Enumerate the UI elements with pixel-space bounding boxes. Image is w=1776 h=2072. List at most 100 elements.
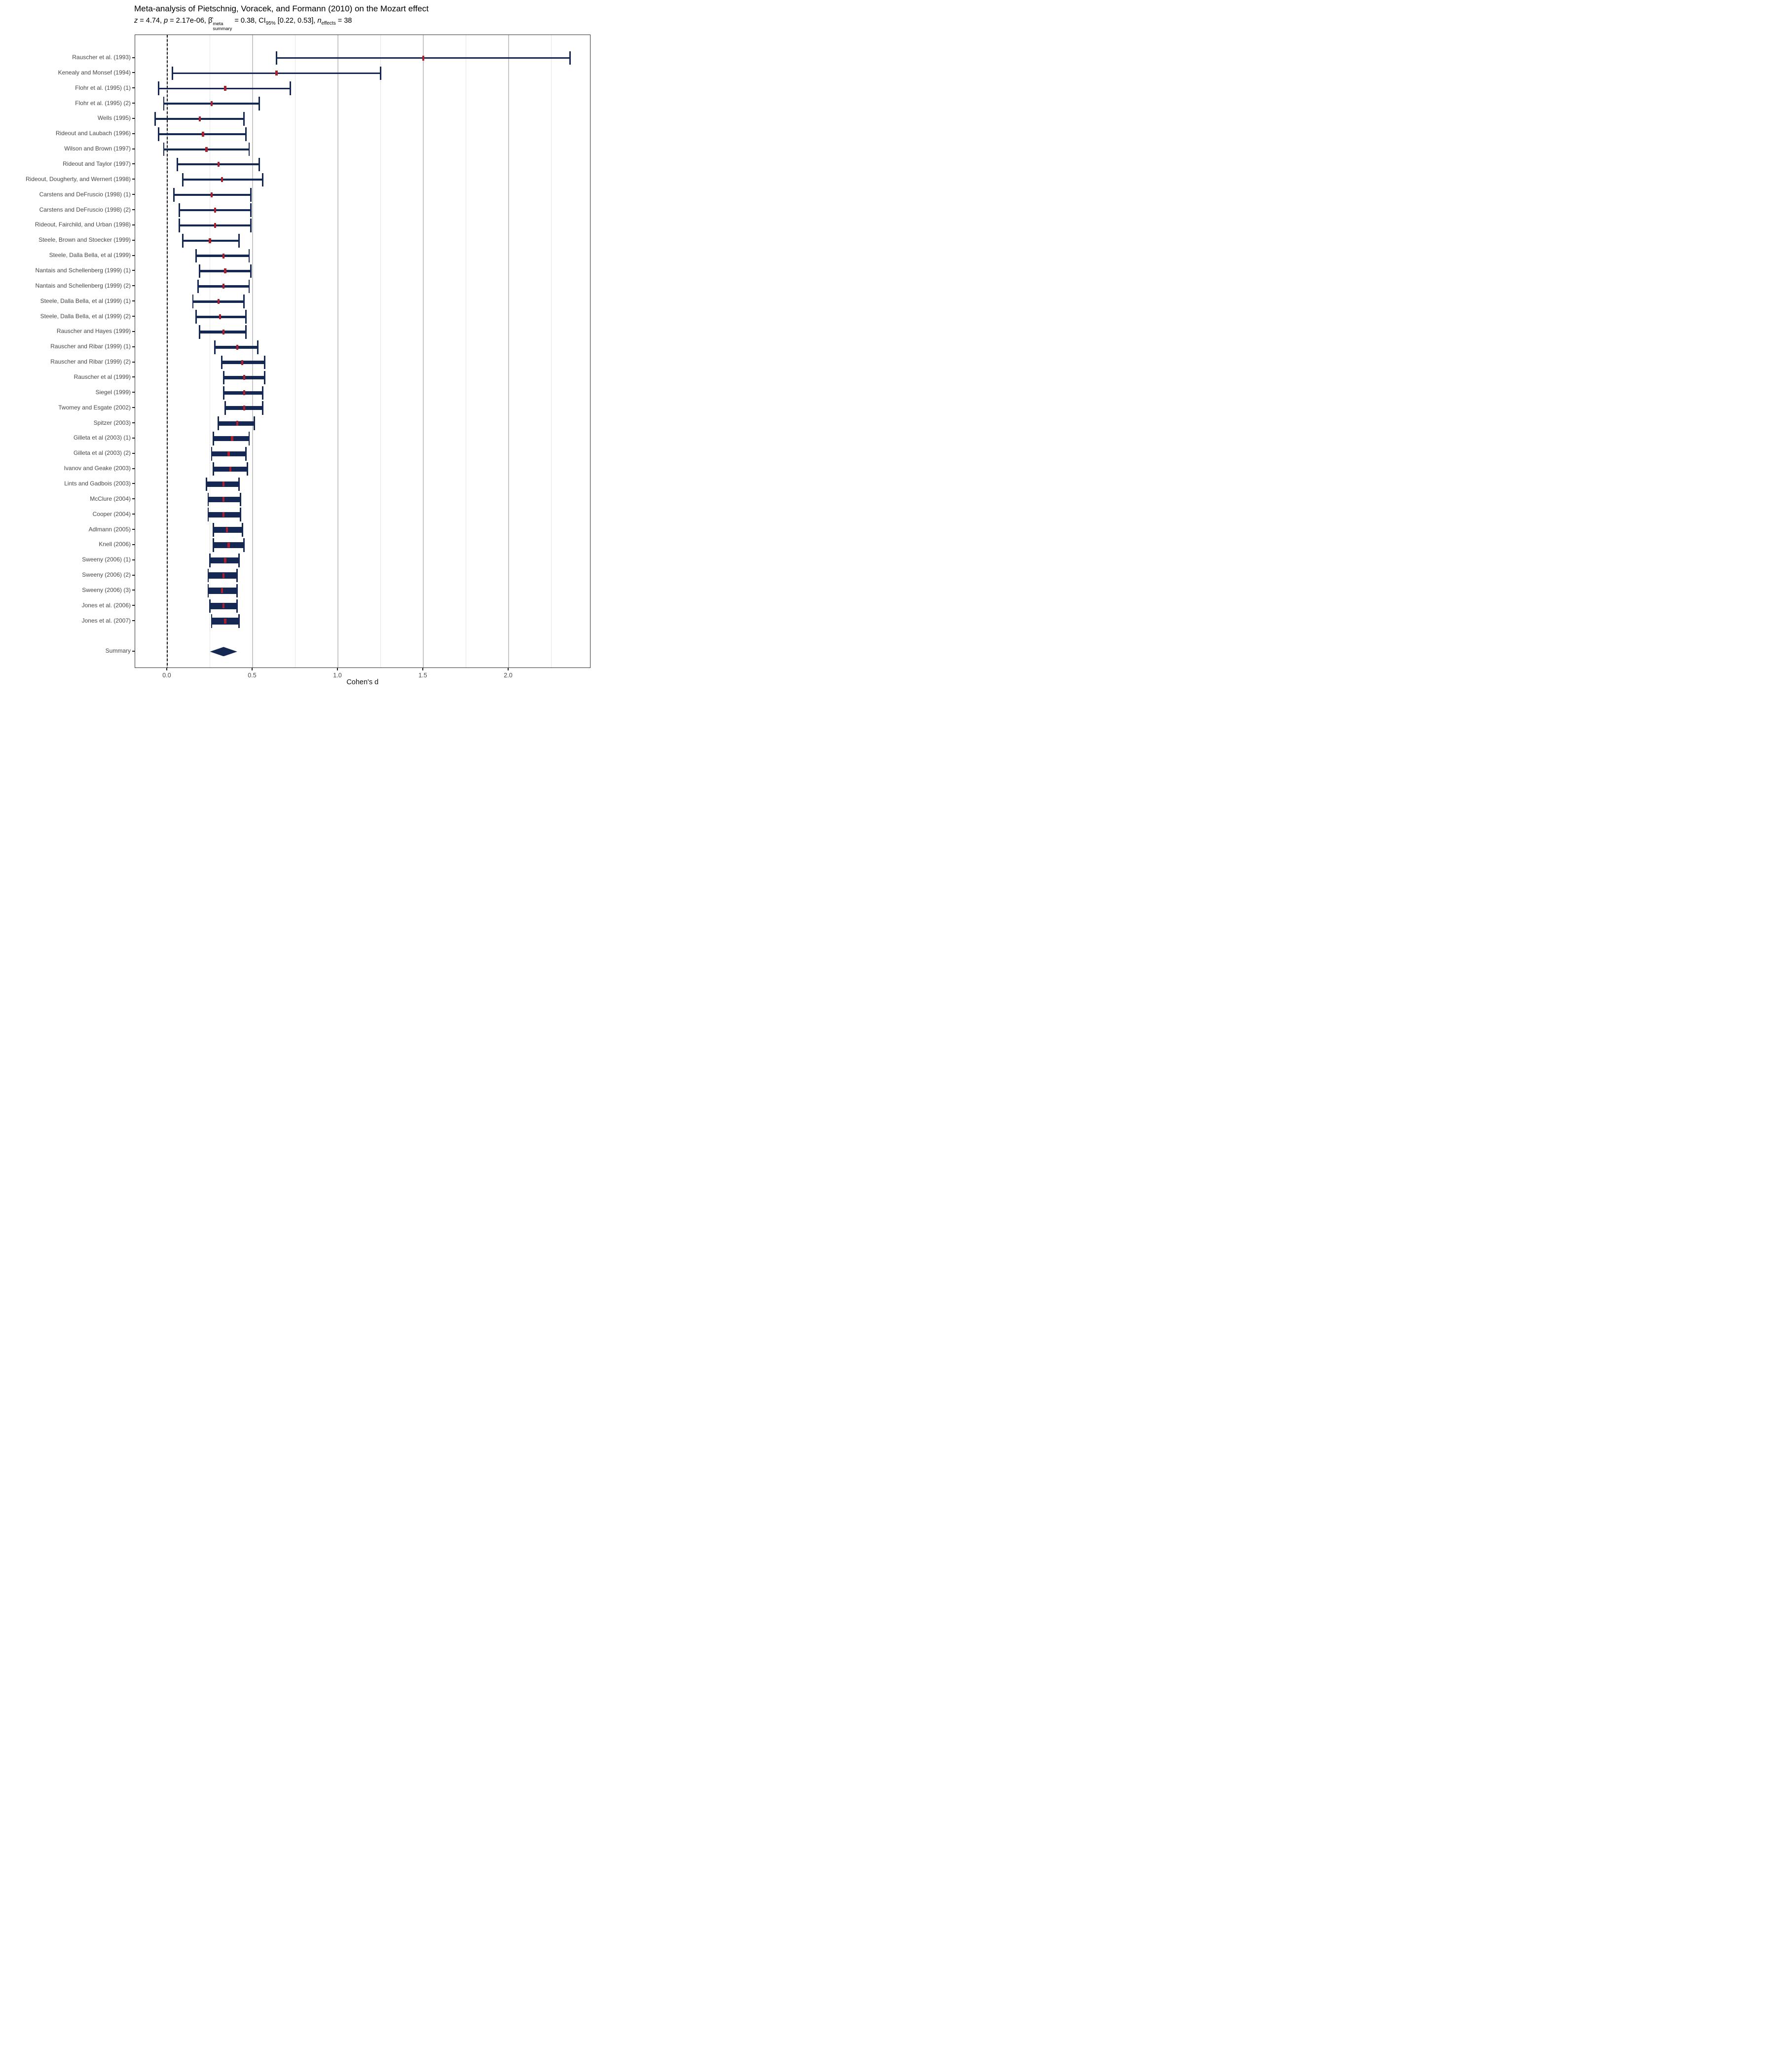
ci-cap-left [207, 492, 209, 507]
ci-cap-right [240, 492, 242, 507]
study-label: Siegel (1999) [95, 388, 131, 396]
ci-cap-left [173, 188, 175, 202]
point-estimate-marker [222, 329, 225, 334]
ci-cap-right [263, 370, 265, 385]
x-axis-tick-label: 1.5 [418, 671, 427, 679]
x-axis-tick-label: 0.5 [248, 671, 257, 679]
ci-cap-left [182, 173, 184, 187]
point-estimate-marker [198, 116, 201, 121]
ci-cap-left [276, 51, 277, 65]
ci-cap-left [224, 401, 226, 415]
point-estimate-marker [236, 344, 239, 350]
y-axis-tick [132, 285, 135, 287]
ci-cap-right [259, 157, 260, 172]
y-axis-tick [132, 133, 135, 134]
ci-cap-right [243, 295, 245, 309]
point-estimate-marker [219, 314, 222, 320]
minor-gridline [380, 35, 381, 667]
ci-cap-right [250, 219, 252, 232]
y-axis-tick [132, 194, 135, 195]
study-label: Flohr et al. (1995) (1) [75, 84, 131, 91]
point-estimate-marker [222, 284, 225, 289]
stat-beta-supsub: meta summary [213, 22, 232, 32]
point-estimate-marker [227, 451, 230, 456]
point-estimate-marker [210, 101, 213, 107]
minor-gridline [551, 35, 552, 667]
y-axis-tick [132, 574, 135, 576]
study-label: Sweeny (2006) (3) [82, 586, 131, 593]
ci-cap-right [262, 401, 264, 415]
study-label: Sweeny (2006) (2) [82, 571, 131, 579]
point-estimate-marker [224, 268, 226, 274]
ci-cap-right [248, 249, 250, 263]
point-estimate-marker [214, 222, 217, 228]
ci-cap-left [158, 127, 160, 141]
ci-cap-right [250, 203, 252, 217]
point-estimate-marker [221, 588, 223, 593]
point-estimate-marker [205, 147, 208, 152]
y-axis-tick [132, 468, 135, 469]
y-axis-tick [132, 361, 135, 363]
ci-cap-left [163, 142, 165, 156]
study-label: Rauscher et al. (1993) [72, 54, 131, 61]
stat-n-sub: effects [321, 20, 336, 26]
ci-cap-left [209, 553, 211, 567]
point-estimate-marker [222, 481, 225, 487]
point-estimate-marker [225, 527, 228, 533]
y-axis-tick [132, 103, 135, 104]
ci-cap-right [262, 386, 264, 400]
ci-cap-left [154, 112, 156, 126]
ci-cap-right [380, 66, 381, 80]
ci-cap-left [171, 66, 173, 80]
point-estimate-marker [222, 573, 225, 578]
study-label: Sweeny (2006) (1) [82, 556, 131, 563]
summary-label: Summary [105, 647, 131, 655]
major-gridline [423, 35, 424, 667]
study-label: Cooper (2004) [92, 510, 131, 518]
ci-cap-left [195, 310, 197, 324]
study-label: Gilleta et al (2003) (2) [73, 449, 131, 457]
y-axis-tick [132, 87, 135, 89]
ci-cap-right [289, 81, 291, 96]
y-axis-tick [132, 270, 135, 271]
y-axis-tick [132, 407, 135, 408]
ci-cap-left [207, 508, 209, 522]
y-axis-tick [132, 117, 135, 119]
ci-cap-right [263, 355, 265, 370]
study-label: Rauscher and Ribar (1999) (2) [50, 358, 131, 366]
ci-cap-right [245, 325, 247, 339]
point-estimate-marker [210, 192, 213, 198]
forest-plot-figure: Meta-analysis of Pietschnig, Voracek, an… [0, 0, 592, 691]
stat-ci-label: CI [259, 17, 266, 25]
y-axis-tick [132, 559, 135, 560]
y-axis-tick [132, 498, 135, 500]
point-estimate-marker [231, 436, 233, 441]
point-estimate-marker [221, 177, 223, 183]
y-axis-tick [132, 224, 135, 225]
stat-p-var: p [164, 17, 168, 25]
minor-gridline [209, 35, 211, 667]
y-axis-tick [132, 437, 135, 439]
study-label: Spitzer (2003) [93, 419, 131, 426]
study-label: Ivanov and Geake (2003) [64, 465, 131, 472]
stat-beta-symbol: β̂ [208, 17, 213, 25]
point-estimate-marker [236, 421, 239, 426]
ci-cap-left [177, 157, 179, 172]
study-label: Knell (2006) [99, 541, 131, 548]
study-label: Jones et al. (2006) [81, 601, 131, 609]
plot-title: Meta-analysis of Pietschnig, Voracek, an… [134, 4, 429, 13]
x-axis-tick-label: 0.0 [162, 671, 171, 679]
stat-beta-sup: meta [213, 21, 223, 27]
ci-cap-left [213, 432, 214, 445]
ci-cap-right [240, 508, 242, 522]
major-gridline [252, 35, 253, 667]
y-axis-tick [132, 452, 135, 454]
ci-cap-left [213, 462, 214, 476]
summary-diamond [210, 647, 237, 657]
ci-cap-right [238, 553, 240, 567]
y-axis-tick [132, 331, 135, 332]
x-axis-tick [252, 667, 253, 670]
ci-cap-left [218, 416, 220, 430]
zero-effect-line [167, 35, 168, 667]
ci-cap-right [247, 462, 249, 476]
